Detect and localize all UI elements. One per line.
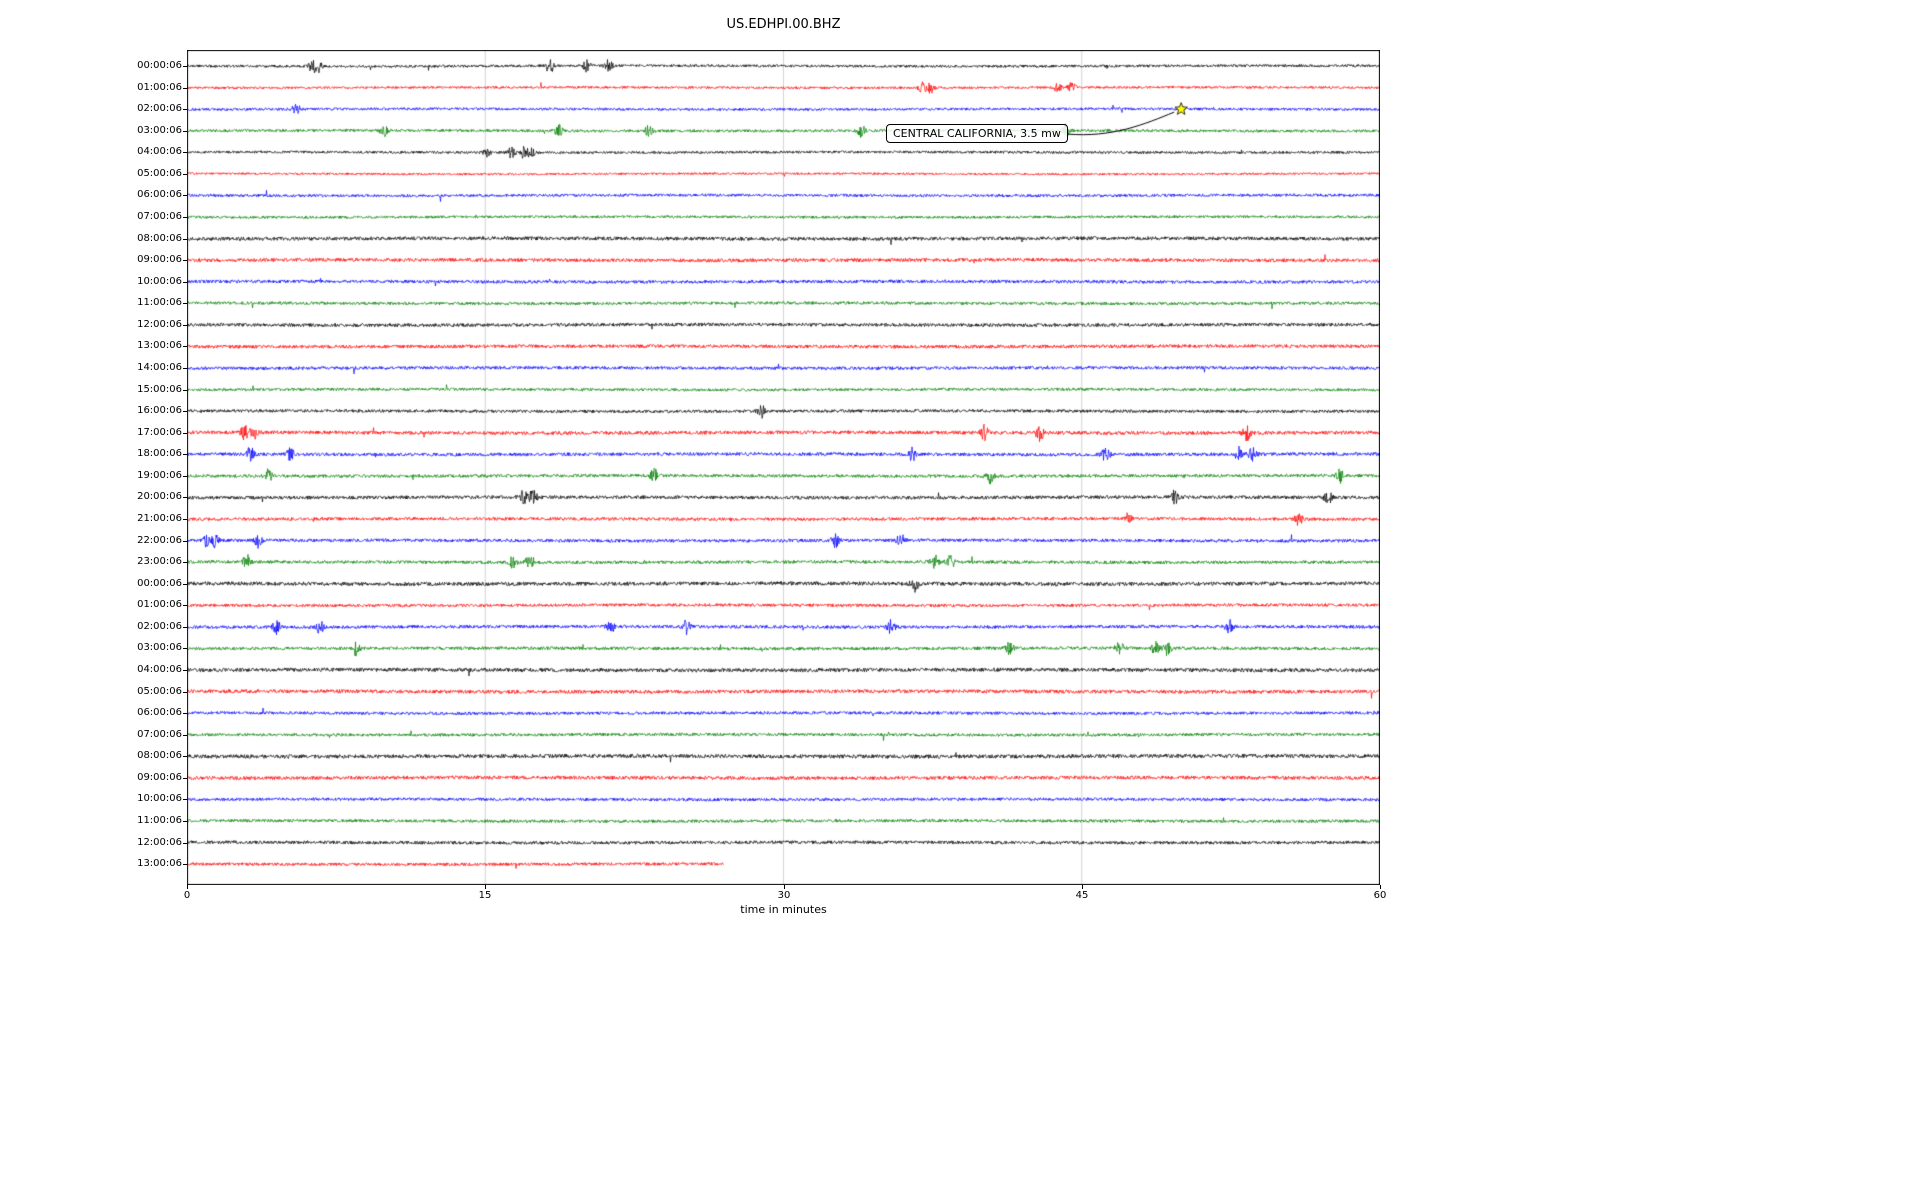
row-label: 03:00:06 (137, 124, 182, 136)
chart-title: US.EDHPI.00.BHZ (726, 17, 841, 32)
y-tick-mark (183, 239, 187, 240)
y-tick-mark (183, 670, 187, 671)
x-tick-label: 60 (1373, 890, 1387, 901)
y-tick-mark (183, 346, 187, 347)
row-label: 10:00:06 (137, 275, 182, 287)
y-tick-mark (183, 109, 187, 110)
row-label: 12:00:06 (137, 318, 182, 330)
y-tick-mark (183, 217, 187, 218)
row-label: 11:00:06 (137, 814, 182, 826)
y-tick-mark (183, 152, 187, 153)
row-label: 21:00:06 (137, 512, 182, 524)
row-label: 14:00:06 (137, 361, 182, 373)
row-label: 13:00:06 (137, 858, 182, 870)
y-tick-mark (183, 713, 187, 714)
row-label: 01:00:06 (137, 81, 182, 93)
x-tick-mark (1082, 885, 1083, 889)
y-tick-mark (183, 864, 187, 865)
x-tick-label: 0 (183, 890, 191, 901)
row-label: 18:00:06 (137, 448, 182, 460)
row-label: 07:00:06 (137, 728, 182, 740)
y-tick-mark (183, 66, 187, 67)
y-tick-mark (183, 174, 187, 175)
x-tick-label: 45 (1075, 890, 1089, 901)
row-label: 02:00:06 (137, 620, 182, 632)
y-tick-mark (183, 88, 187, 89)
row-label: 00:00:06 (137, 60, 182, 71)
y-axis-row-labels: 00:00:06 01:00:06 02:00:06 03:00:06 04:00:06… (0, 0, 182, 1200)
row-label: 15:00:06 (137, 383, 182, 395)
row-label: 04:00:06 (137, 146, 182, 158)
row-label: 04:00:06 (137, 663, 182, 675)
plot-area (187, 50, 1380, 885)
y-tick-mark (183, 433, 187, 434)
row-label: 12:00:06 (137, 836, 182, 848)
y-tick-mark (183, 735, 187, 736)
x-tick-label: 30 (777, 890, 791, 901)
y-tick-mark (183, 843, 187, 844)
row-label: 10:00:06 (137, 793, 182, 805)
row-label: 06:00:06 (137, 189, 182, 201)
y-tick-mark (183, 282, 187, 283)
x-tick-mark (1380, 885, 1381, 889)
row-label: 06:00:06 (137, 707, 182, 719)
event-annotation: CENTRAL CALIFORNIA, 3.5 mw (886, 124, 1068, 143)
row-label: 20:00:06 (137, 491, 182, 503)
row-label: 17:00:06 (137, 426, 182, 438)
y-tick-mark (183, 260, 187, 261)
row-label: 05:00:06 (137, 167, 182, 179)
y-tick-mark (183, 519, 187, 520)
x-tick-mark (485, 885, 486, 889)
y-tick-mark (183, 562, 187, 563)
row-label: 19:00:06 (137, 469, 182, 481)
row-label: 05:00:06 (137, 685, 182, 697)
seismogram-traces (187, 50, 1380, 885)
y-tick-mark (183, 325, 187, 326)
row-label: 01:00:06 (137, 599, 182, 611)
row-label: 13:00:06 (137, 340, 182, 352)
y-tick-mark (183, 390, 187, 391)
row-label: 11:00:06 (137, 297, 182, 309)
row-label: 08:00:06 (137, 750, 182, 762)
y-tick-mark (183, 454, 187, 455)
y-tick-mark (183, 584, 187, 585)
y-tick-mark (183, 692, 187, 693)
x-tick-mark (784, 885, 785, 889)
row-label: 03:00:06 (137, 642, 182, 654)
y-tick-mark (183, 497, 187, 498)
row-label: 02:00:06 (137, 103, 182, 115)
y-tick-mark (183, 778, 187, 779)
y-tick-mark (183, 476, 187, 477)
y-tick-mark (183, 411, 187, 412)
row-label: 23:00:06 (137, 556, 182, 568)
row-label: 00:00:06 (137, 577, 182, 589)
row-label: 22:00:06 (137, 534, 182, 546)
x-axis-label: time in minutes (740, 903, 827, 916)
y-tick-mark (183, 541, 187, 542)
y-tick-mark (183, 605, 187, 606)
row-label: 09:00:06 (137, 771, 182, 783)
y-tick-mark (183, 303, 187, 304)
row-label: 08:00:06 (137, 232, 182, 244)
x-tick-mark (187, 885, 188, 889)
y-tick-mark (183, 756, 187, 757)
row-label: 16:00:06 (137, 405, 182, 417)
x-tick-label: 15 (478, 890, 492, 901)
row-label: 07:00:06 (137, 210, 182, 222)
y-tick-mark (183, 195, 187, 196)
y-tick-mark (183, 799, 187, 800)
y-tick-mark (183, 648, 187, 649)
y-tick-mark (183, 627, 187, 628)
y-tick-mark (183, 131, 187, 132)
y-tick-mark (183, 821, 187, 822)
row-label: 09:00:06 (137, 254, 182, 266)
y-tick-mark (183, 368, 187, 369)
